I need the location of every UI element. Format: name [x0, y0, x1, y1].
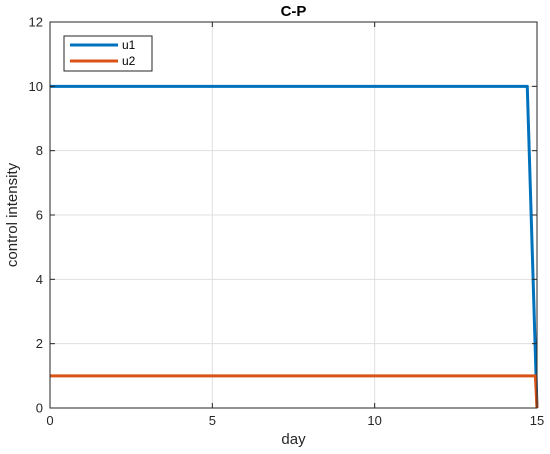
- x-tick-label: 5: [209, 413, 216, 428]
- x-tick-label: 15: [530, 413, 544, 428]
- y-tick-label: 8: [36, 143, 43, 158]
- legend-box: [63, 35, 153, 72]
- axis-ticks: 0 5 10 15 0 2 4 6 8 10 12: [29, 15, 545, 429]
- legend: u1 u2: [63, 35, 153, 72]
- y-axis-label: control intensity: [4, 162, 21, 267]
- x-tick-label: 0: [46, 413, 53, 428]
- chart-title: C-P: [281, 3, 307, 20]
- series-lines: [50, 84, 539, 409]
- y-tick-label: 4: [36, 272, 43, 287]
- x-tick-label: 10: [367, 413, 381, 428]
- y-tick-label: 12: [29, 15, 43, 30]
- x-axis-label: day: [281, 431, 306, 448]
- series-line-u1: [50, 84, 539, 409]
- y-tick-label: 6: [36, 208, 43, 223]
- y-tick-label: 2: [36, 336, 43, 351]
- legend-label-u1: u1: [122, 38, 136, 52]
- legend-label-u2: u2: [122, 54, 136, 68]
- y-tick-label: 10: [29, 79, 43, 94]
- y-tick-label: 0: [36, 401, 43, 416]
- series-line-u2: [50, 374, 539, 409]
